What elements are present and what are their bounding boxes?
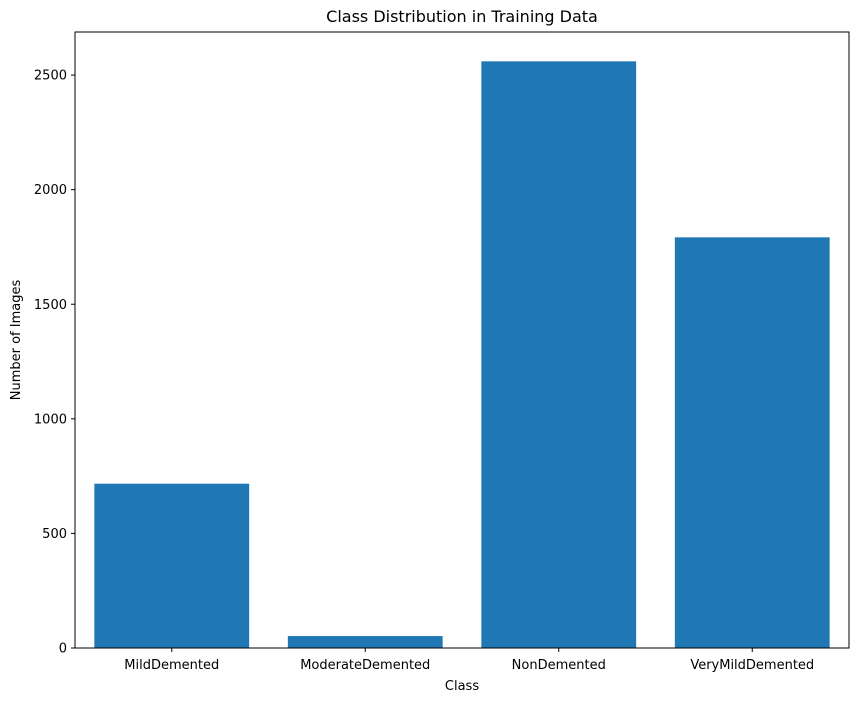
y-tick-label: 500: [42, 527, 67, 542]
y-tick-label: 0: [59, 642, 67, 657]
y-tick-label: 2000: [34, 183, 67, 198]
bar: [287, 636, 443, 648]
bar: [674, 237, 830, 648]
x-tick-label: NonDemented: [512, 658, 606, 673]
bar: [94, 483, 250, 648]
axes-frame: [74, 31, 850, 649]
y-tick-label: 2500: [34, 69, 67, 84]
plot-area: 0 500 1000 1500 2000 2500 MildDemented Moderate…: [34, 31, 850, 673]
y-tick-label: 1000: [34, 412, 67, 427]
x-tick-label: MildDemented: [124, 658, 219, 673]
x-tick-label: VeryMildDemented: [690, 658, 814, 673]
y-tick-label: 1500: [34, 298, 67, 313]
chart-title: Class Distribution in Training Data: [326, 7, 598, 26]
x-axis-label: Class: [445, 679, 479, 694]
bar: [481, 61, 637, 648]
x-tick-label: ModerateDemented: [300, 658, 430, 673]
y-axis-label: Number of Images: [9, 280, 24, 401]
